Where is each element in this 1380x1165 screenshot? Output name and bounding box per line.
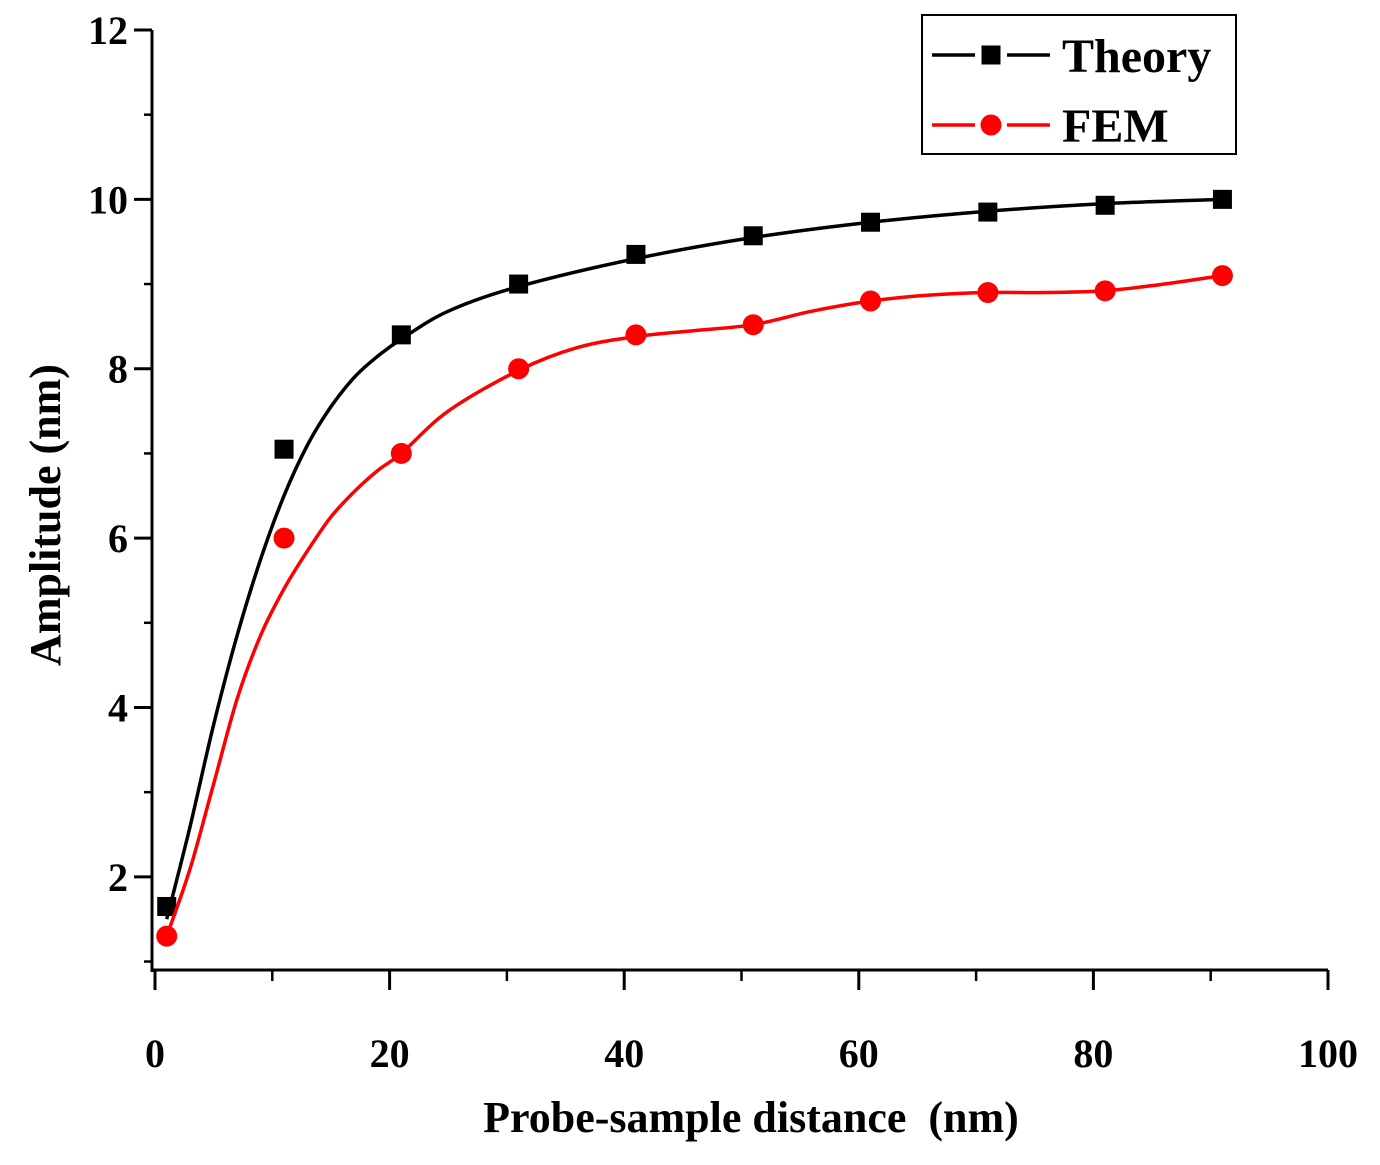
data-point-fem	[742, 314, 764, 336]
data-point-fem	[156, 925, 178, 947]
data-point-theory	[978, 202, 998, 222]
axes: 0 20 40 60 80 100 2 4 6 8 10 12	[88, 8, 1358, 1076]
y-tick-label: 6	[108, 516, 128, 561]
data-point-theory	[626, 244, 646, 264]
y-tick-label: 8	[108, 347, 128, 392]
data-point-fem	[1211, 265, 1233, 287]
y-tick-label: 10	[88, 177, 128, 222]
data-point-theory	[1095, 195, 1115, 215]
plot-area	[156, 189, 1233, 947]
legend-marker-theory	[981, 45, 1001, 65]
x-tick-label: 0	[145, 1031, 165, 1076]
y-axis-label: Amplitude (nm)	[21, 364, 70, 666]
series-theory	[157, 189, 1232, 920]
x-tick-label: 20	[370, 1031, 410, 1076]
data-point-fem	[860, 290, 882, 312]
legend-label-theory: Theory	[1062, 30, 1211, 83]
data-point-theory	[391, 325, 411, 345]
series-fem	[156, 265, 1233, 947]
data-point-fem	[1094, 280, 1116, 302]
data-point-theory	[743, 226, 763, 246]
data-point-theory	[509, 274, 529, 294]
data-point-theory	[1212, 189, 1232, 209]
x-tick-label: 100	[1298, 1031, 1358, 1076]
data-point-theory	[861, 212, 881, 232]
series-line-theory	[165, 197, 1223, 920]
series-line-fem	[165, 273, 1223, 937]
legend-label-fem: FEM	[1062, 100, 1169, 153]
x-tick-label: 40	[604, 1031, 644, 1076]
data-point-fem	[390, 442, 412, 464]
x-tick-label: 80	[1073, 1031, 1113, 1076]
data-point-theory	[157, 896, 177, 916]
data-point-fem	[625, 324, 647, 346]
x-tick-label: 60	[839, 1031, 879, 1076]
y-tick-label: 4	[108, 685, 128, 730]
y-tick-label: 2	[108, 855, 128, 900]
legend-box	[921, 14, 1237, 155]
y-tick-label: 12	[88, 8, 128, 53]
x-axis-label: Probe-sample distance (nm)	[483, 1093, 1019, 1142]
data-point-fem	[977, 282, 999, 304]
data-point-fem	[273, 527, 295, 549]
legend-marker-fem	[980, 114, 1002, 136]
legend-item-theory: Theory	[932, 30, 1211, 83]
data-point-theory	[274, 439, 294, 459]
legend-item-fem: FEM	[932, 100, 1169, 153]
legend: Theory FEM	[921, 14, 1237, 155]
data-point-fem	[508, 358, 530, 380]
